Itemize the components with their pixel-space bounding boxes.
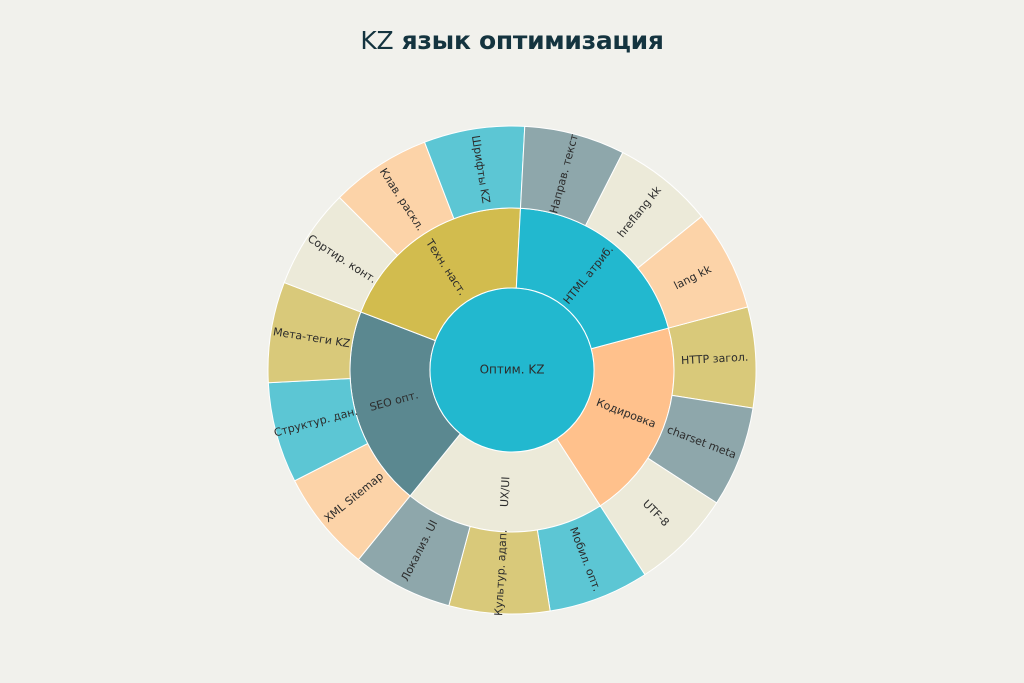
segment-label-культур-адап: Культур. адап. bbox=[492, 529, 510, 616]
segment-lang-kk[interactable] bbox=[637, 215, 749, 329]
chart-title-rest: язык оптимизация bbox=[393, 26, 664, 55]
center-node[interactable] bbox=[429, 287, 595, 453]
segment-label-http-загол: HTTP загол. bbox=[681, 351, 749, 368]
center-node-label: Оптим. KZ bbox=[480, 363, 545, 377]
chart-title-lead: KZ bbox=[360, 26, 394, 55]
chart-title: KZ язык оптимизация bbox=[0, 26, 1024, 55]
segment-label-ux-ui: UX/UI bbox=[498, 476, 513, 507]
sunburst-rings: HTTP загол.charset metaUTF-8КодировкаМоб… bbox=[267, 125, 757, 616]
